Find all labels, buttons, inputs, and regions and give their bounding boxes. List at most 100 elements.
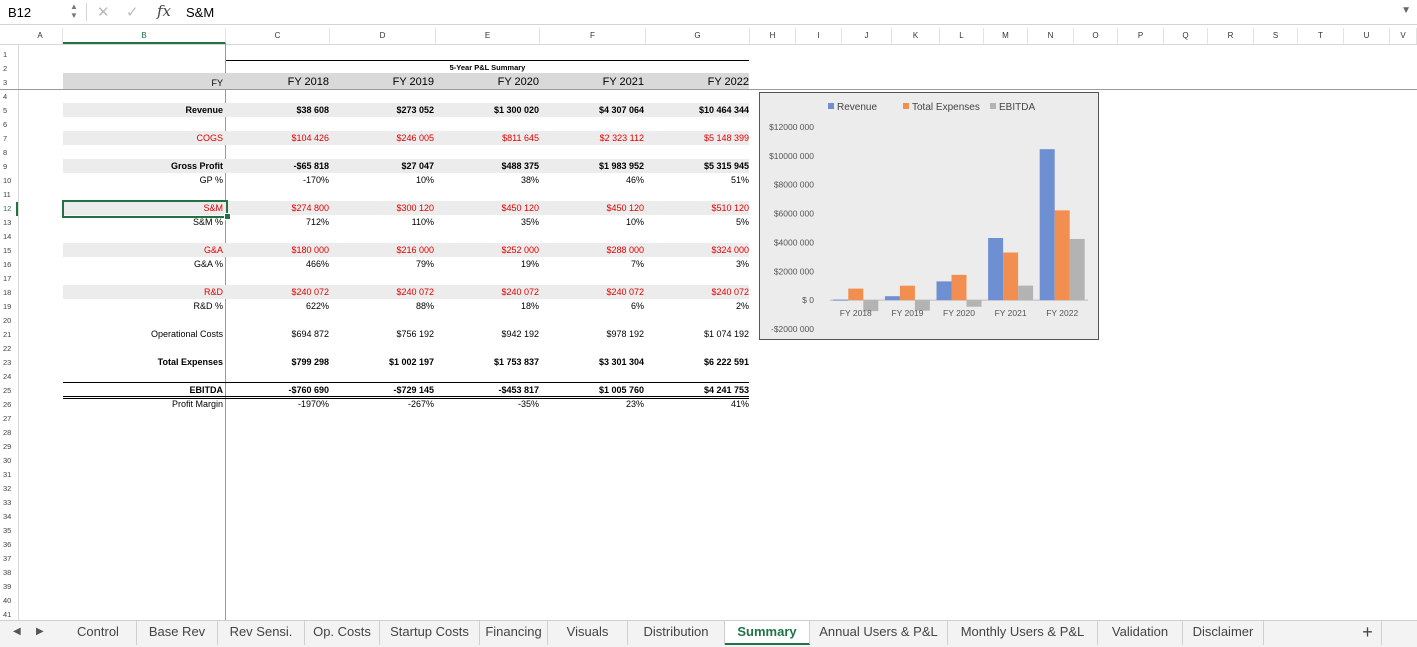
value-cell[interactable]: $240 072: [711, 287, 749, 297]
row-header[interactable]: 28: [3, 428, 12, 437]
line-label[interactable]: Total Expenses: [157, 357, 223, 367]
function-icon[interactable]: fx: [157, 2, 172, 20]
row-header[interactable]: 19: [3, 302, 12, 311]
add-sheet-button[interactable]: +: [1354, 621, 1382, 645]
sheet-tab[interactable]: Visuals: [548, 621, 628, 645]
confirm-icon[interactable]: ✓: [126, 4, 139, 21]
value-cell[interactable]: 7%: [630, 259, 644, 269]
value-cell[interactable]: $3 301 304: [598, 357, 644, 367]
value-cell[interactable]: -170%: [302, 175, 329, 185]
sheet-tab[interactable]: Control: [60, 621, 137, 645]
expand-formula-icon[interactable]: ▼: [1401, 5, 1411, 16]
line-label[interactable]: G&A %: [193, 259, 223, 269]
value-cell[interactable]: $1 005 760: [598, 385, 644, 395]
column-header[interactable]: A: [18, 28, 63, 44]
sheet-tab[interactable]: Rev Sensi.: [218, 621, 305, 645]
year-header[interactable]: FY 2020: [497, 76, 539, 88]
value-cell[interactable]: 18%: [520, 301, 539, 311]
sheet-tab[interactable]: Monthly Users & P&L: [948, 621, 1098, 645]
value-cell[interactable]: 622%: [305, 301, 329, 311]
row-header[interactable]: 11: [3, 190, 11, 199]
value-cell[interactable]: 41%: [730, 399, 749, 409]
line-label[interactable]: Revenue: [185, 105, 223, 115]
summary-title[interactable]: 5-Year P&L Summary: [449, 63, 526, 72]
value-cell[interactable]: $252 000: [501, 245, 539, 255]
row-header[interactable]: 17: [3, 274, 12, 283]
value-cell[interactable]: -35%: [517, 399, 539, 409]
value-cell[interactable]: $288 000: [606, 245, 644, 255]
column-header[interactable]: J: [842, 28, 892, 44]
line-label[interactable]: GP %: [199, 175, 223, 185]
column-header[interactable]: P: [1118, 28, 1164, 44]
row-header[interactable]: 8: [3, 148, 8, 157]
sheet-tab[interactable]: Distribution: [628, 621, 725, 645]
value-cell[interactable]: $300 120: [396, 203, 434, 213]
value-cell[interactable]: 3%: [735, 259, 749, 269]
value-cell[interactable]: -1970%: [297, 399, 329, 409]
value-cell[interactable]: $273 052: [396, 105, 434, 115]
row-header[interactable]: 5: [3, 106, 8, 115]
value-cell[interactable]: $4 307 064: [598, 105, 644, 115]
name-box[interactable]: B12: [8, 5, 32, 20]
line-label[interactable]: Operational Costs: [150, 329, 223, 339]
sheet-tab[interactable]: Disclaimer: [1183, 621, 1264, 645]
value-cell[interactable]: $274 800: [291, 203, 329, 213]
value-cell[interactable]: 79%: [415, 259, 434, 269]
value-cell[interactable]: $240 072: [291, 287, 329, 297]
row-header[interactable]: 38: [3, 568, 12, 577]
value-cell[interactable]: -267%: [407, 399, 434, 409]
row-header[interactable]: 2: [3, 64, 8, 73]
line-label[interactable]: Gross Profit: [170, 161, 223, 171]
value-cell[interactable]: $5 148 399: [703, 133, 749, 143]
value-cell[interactable]: 712%: [305, 217, 329, 227]
selected-cell[interactable]: [62, 200, 228, 218]
row-header[interactable]: 30: [3, 456, 12, 465]
row-header[interactable]: 4: [3, 92, 8, 101]
column-header[interactable]: H: [750, 28, 796, 44]
sheet-tab[interactable]: Startup Costs: [380, 621, 480, 645]
row-header[interactable]: 13: [3, 218, 12, 227]
row-header[interactable]: 20: [3, 316, 12, 325]
value-cell[interactable]: 5%: [735, 217, 749, 227]
row-header[interactable]: 15: [3, 246, 12, 255]
row-header[interactable]: 6: [3, 120, 8, 129]
row-header[interactable]: 32: [3, 484, 12, 493]
column-header[interactable]: I: [796, 28, 842, 44]
value-cell[interactable]: $942 192: [501, 329, 539, 339]
line-label[interactable]: R&D: [203, 287, 223, 297]
sheet-tab[interactable]: Base Rev: [137, 621, 218, 645]
value-cell[interactable]: 51%: [730, 175, 749, 185]
row-header[interactable]: 9: [3, 162, 8, 171]
column-header[interactable]: G: [646, 28, 750, 44]
value-cell[interactable]: 10%: [415, 175, 434, 185]
row-header[interactable]: 36: [3, 540, 12, 549]
value-cell[interactable]: -$453 817: [498, 385, 539, 395]
pl-chart[interactable]: $12000 000 $10000 000 $8000 000 $6000 000 $4…: [759, 92, 1099, 340]
row-header[interactable]: 24: [3, 372, 12, 381]
value-cell[interactable]: $240 072: [396, 287, 434, 297]
value-cell[interactable]: 19%: [520, 259, 539, 269]
prev-sheet-icon[interactable]: ◀: [13, 626, 21, 637]
column-header[interactable]: C: [226, 28, 330, 44]
row-header[interactable]: 25: [3, 386, 12, 395]
value-cell[interactable]: $1 753 837: [493, 357, 539, 367]
row-header[interactable]: 33: [3, 498, 12, 507]
value-cell[interactable]: $38 608: [296, 105, 329, 115]
value-cell[interactable]: -$760 690: [288, 385, 329, 395]
value-cell[interactable]: $104 426: [291, 133, 329, 143]
row-header[interactable]: 21: [3, 330, 12, 339]
value-cell[interactable]: $1 002 197: [388, 357, 434, 367]
line-label[interactable]: R&D %: [193, 301, 223, 311]
line-label[interactable]: S&M %: [192, 217, 223, 227]
row-header[interactable]: 41: [3, 610, 12, 619]
row-header[interactable]: 39: [3, 582, 12, 591]
value-cell[interactable]: -$729 145: [393, 385, 434, 395]
value-cell[interactable]: -$65 818: [293, 161, 329, 171]
row-header[interactable]: 40: [3, 596, 12, 605]
year-header[interactable]: FY 2021: [602, 76, 644, 88]
column-header[interactable]: N: [1028, 28, 1074, 44]
value-cell[interactable]: $694 872: [291, 329, 329, 339]
value-cell[interactable]: $180 000: [291, 245, 329, 255]
column-header[interactable]: M: [984, 28, 1028, 44]
row-header[interactable]: 1: [3, 50, 8, 59]
